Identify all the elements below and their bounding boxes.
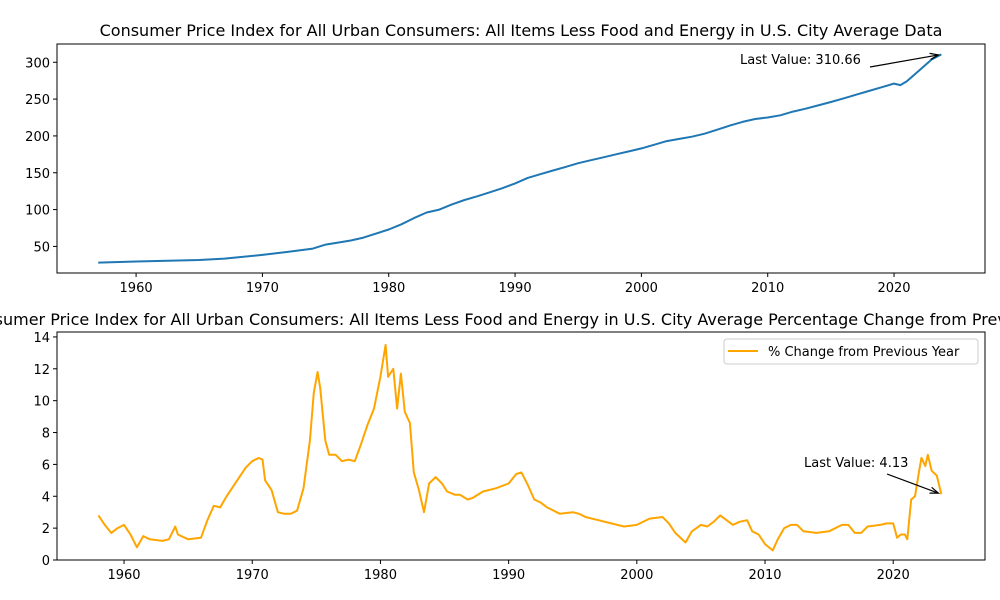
y-tick-label: 250 xyxy=(25,93,50,108)
y-tick-label: 6 xyxy=(42,458,50,473)
y-tick-label: 200 xyxy=(25,130,50,145)
top-chart-title: Consumer Price Index for All Urban Consu… xyxy=(100,21,943,40)
legend-label: % Change from Previous Year xyxy=(768,345,960,360)
x-tick-label: 2020 xyxy=(877,281,910,296)
x-tick-label: 2000 xyxy=(620,568,653,583)
x-tick-label: 1990 xyxy=(492,568,525,583)
y-tick-label: 4 xyxy=(42,490,50,505)
bottom-axes: 1960 1970 1980 1990 2000 2010 2020 0 2 4 6 8 10 12 14 xyxy=(33,331,986,583)
series-line xyxy=(97,343,943,552)
x-tick-label: 1970 xyxy=(246,281,279,296)
x-tick-label: 1990 xyxy=(499,281,532,296)
annotation-arrowhead xyxy=(929,52,941,60)
legend-box xyxy=(723,338,979,365)
x-tick-label: 1960 xyxy=(120,281,153,296)
bottom-chart-title: Consumer Price Index for All Urban Consu… xyxy=(0,310,1000,329)
y-tick-label: 100 xyxy=(25,204,50,219)
x-tick-label: 1970 xyxy=(236,568,269,583)
bottom-last-value-annotation: Last Value: 4.13 xyxy=(804,456,908,471)
y-tick-label: 2 xyxy=(42,522,50,537)
annotation-arrow xyxy=(869,54,939,68)
top-axes: 1960 1970 1980 1990 2000 2010 2020 50 100 150 200 2… xyxy=(25,43,986,296)
y-tick-label: 8 xyxy=(42,427,50,442)
top-last-value-annotation: Last Value: 310.66 xyxy=(740,53,861,68)
series-line xyxy=(98,53,942,264)
y-tick-label: 300 xyxy=(25,56,50,71)
annotation-arrowhead xyxy=(929,486,941,494)
x-tick-label: 1980 xyxy=(372,281,405,296)
legend: % Change from Previous Year xyxy=(723,338,979,365)
y-tick-label: 14 xyxy=(33,331,50,346)
y-tick-label: 150 xyxy=(25,167,50,182)
axes-frame xyxy=(56,331,986,561)
y-tick-label: 50 xyxy=(33,240,50,255)
x-tick-label: 2000 xyxy=(625,281,658,296)
x-tick-label: 2010 xyxy=(751,281,784,296)
y-tick-label: 10 xyxy=(33,395,50,410)
y-tick-label: 12 xyxy=(33,363,50,378)
y-tick-label: 0 xyxy=(42,554,50,569)
axes-frame xyxy=(56,43,986,274)
x-tick-label: 1960 xyxy=(107,568,140,583)
x-tick-label: 1980 xyxy=(364,568,397,583)
x-tick-label: 2020 xyxy=(877,568,910,583)
annotation-arrow xyxy=(886,473,939,494)
x-tick-label: 2010 xyxy=(748,568,781,583)
